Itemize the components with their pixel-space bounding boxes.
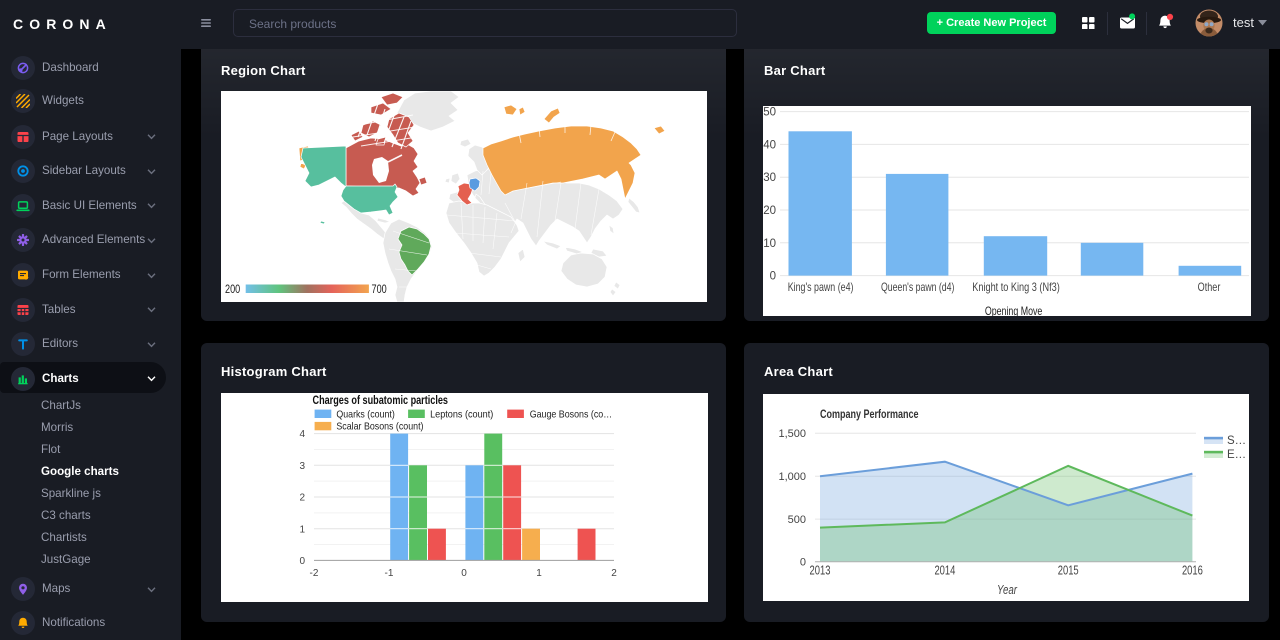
svg-text:Gauge Bosons (co…: Gauge Bosons (co… bbox=[530, 408, 612, 420]
svg-text:2015: 2015 bbox=[1058, 562, 1079, 577]
svg-text:Leptons (count): Leptons (count) bbox=[430, 408, 493, 420]
svg-text:S…: S… bbox=[1227, 435, 1246, 447]
svg-text:20: 20 bbox=[763, 205, 776, 217]
svg-text:1,500: 1,500 bbox=[778, 428, 806, 440]
svg-text:Company Performance: Company Performance bbox=[820, 407, 919, 421]
svg-text:500: 500 bbox=[788, 514, 806, 526]
svg-text:0: 0 bbox=[770, 271, 776, 283]
svg-text:3: 3 bbox=[299, 461, 305, 472]
svg-text:-1: -1 bbox=[385, 568, 394, 579]
svg-text:2013: 2013 bbox=[810, 562, 831, 577]
svg-text:40: 40 bbox=[763, 139, 776, 151]
svg-text:30: 30 bbox=[763, 172, 776, 184]
svg-text:Queen's pawn (d4): Queen's pawn (d4) bbox=[881, 280, 954, 294]
svg-text:0: 0 bbox=[299, 556, 305, 567]
svg-text:King's pawn (e4): King's pawn (e4) bbox=[788, 280, 854, 294]
svg-text:Scalar Bosons (count): Scalar Bosons (count) bbox=[336, 421, 423, 433]
svg-text:1: 1 bbox=[299, 524, 305, 535]
svg-text:Opening Move: Opening Move bbox=[985, 304, 1043, 316]
svg-text:200: 200 bbox=[225, 282, 240, 296]
svg-text:E…: E… bbox=[1227, 449, 1246, 461]
svg-text:4: 4 bbox=[299, 429, 305, 440]
svg-text:Year: Year bbox=[997, 582, 1017, 597]
svg-text:0: 0 bbox=[800, 557, 806, 569]
svg-text:700: 700 bbox=[372, 282, 387, 296]
svg-text:1: 1 bbox=[536, 568, 542, 579]
svg-text:Other: Other bbox=[1198, 280, 1221, 294]
svg-text:1,000: 1,000 bbox=[778, 471, 806, 483]
svg-text:2016: 2016 bbox=[1182, 562, 1203, 577]
svg-text:0: 0 bbox=[461, 568, 467, 579]
svg-text:-2: -2 bbox=[310, 568, 319, 579]
svg-text:Charges of subatomic particles: Charges of subatomic particles bbox=[313, 395, 449, 407]
svg-text:Knight to King 3 (Nf3): Knight to King 3 (Nf3) bbox=[972, 280, 1060, 294]
svg-text:10: 10 bbox=[763, 238, 776, 250]
svg-text:2: 2 bbox=[611, 568, 617, 579]
svg-text:2014: 2014 bbox=[934, 562, 955, 577]
svg-text:2: 2 bbox=[299, 493, 305, 504]
svg-text:Quarks (count): Quarks (count) bbox=[336, 408, 394, 420]
svg-text:50: 50 bbox=[763, 107, 776, 119]
